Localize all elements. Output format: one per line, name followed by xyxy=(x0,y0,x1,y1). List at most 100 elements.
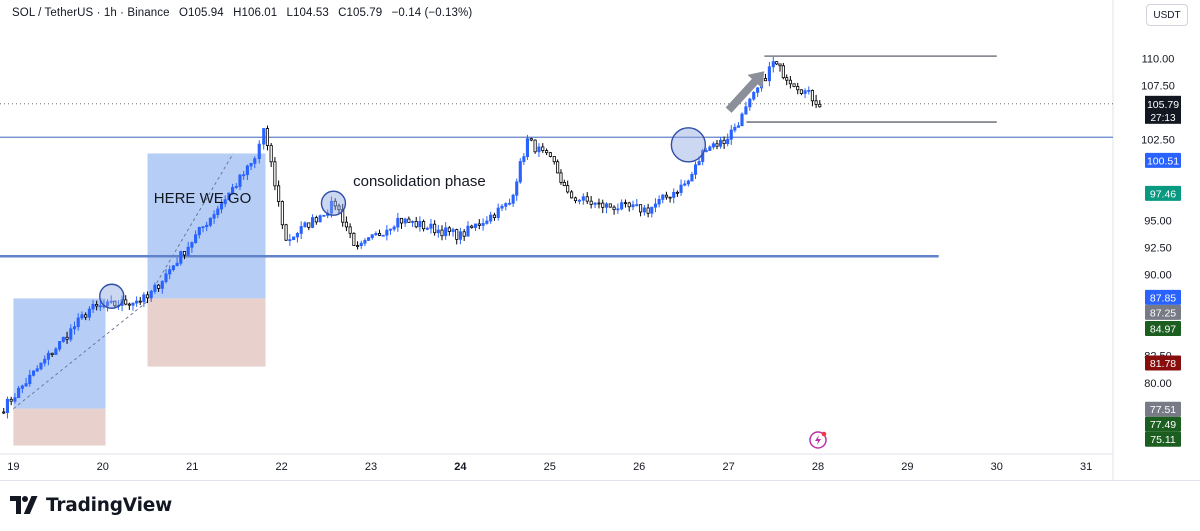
candle-body xyxy=(182,251,187,256)
candle-body xyxy=(31,370,36,376)
candle-body xyxy=(690,173,694,182)
time-tick-label: 21 xyxy=(186,461,198,473)
time-tick-label: 27 xyxy=(722,461,734,473)
candle-body xyxy=(142,294,146,303)
tradingview-logo-text: TradingView xyxy=(46,494,172,516)
candle-body xyxy=(733,126,737,131)
header-separator: · xyxy=(120,7,128,19)
candle-body xyxy=(28,374,32,385)
candle-body xyxy=(477,223,481,226)
candle-body xyxy=(711,143,715,148)
candle-body xyxy=(201,226,205,229)
candle-body xyxy=(623,202,627,205)
currency-button[interactable]: USDT xyxy=(1146,4,1188,26)
candle-body xyxy=(399,217,404,224)
candle-body xyxy=(767,66,771,82)
candle-body xyxy=(562,182,566,186)
current-price-tag xyxy=(1145,95,1181,124)
candle-body xyxy=(80,314,84,319)
candle-body xyxy=(504,203,508,207)
candle-body xyxy=(485,220,489,224)
candle-body xyxy=(722,139,726,145)
candle-body xyxy=(414,221,418,228)
candle-body xyxy=(72,326,77,330)
candle-body xyxy=(280,201,284,226)
candle-body xyxy=(5,398,10,413)
annotation-circle xyxy=(99,283,125,309)
time-tick-label: 23 xyxy=(365,461,377,473)
high-value: H106.01 xyxy=(233,7,278,19)
candle-body xyxy=(620,202,624,210)
chart-frame[interactable]: HERE WE GO consolidation phase 110.00 107.5… xyxy=(0,0,1200,481)
candle-body xyxy=(262,128,266,145)
candle-body xyxy=(559,172,563,183)
price-tick-label: 90.00 xyxy=(1144,270,1172,282)
candle-body xyxy=(548,152,552,157)
candle-body xyxy=(91,304,95,310)
price-tag-label: 84.97 xyxy=(1150,324,1176,336)
candle-body xyxy=(589,200,593,205)
time-tick-label: 26 xyxy=(633,461,645,473)
candle-body xyxy=(601,202,605,208)
candle-body xyxy=(69,328,73,340)
candle-body xyxy=(160,281,164,289)
price-tag-label: 97.46 xyxy=(1150,188,1176,200)
candle-body xyxy=(84,314,88,318)
candle-body xyxy=(54,348,58,355)
candle-body xyxy=(642,207,646,213)
candle-body xyxy=(348,226,352,234)
candle-body xyxy=(718,139,723,147)
tradingview-logo[interactable]: TradingView xyxy=(10,493,172,517)
candle-body xyxy=(363,240,367,244)
candle-body xyxy=(577,199,581,202)
time-tick-label: 30 xyxy=(991,461,1003,473)
candle-body xyxy=(436,229,440,234)
price-chart[interactable]: HERE WE GO consolidation phase 110.00 107.5… xyxy=(0,0,1200,480)
candle-body xyxy=(212,214,216,219)
candle-body xyxy=(20,385,24,389)
candle-body xyxy=(234,186,238,188)
candle-body xyxy=(444,227,448,237)
candle-body xyxy=(179,251,183,264)
candle-body xyxy=(593,202,597,205)
candle-body xyxy=(9,398,13,402)
candle-body xyxy=(13,397,17,402)
replay-lightning-icon[interactable] xyxy=(809,431,827,449)
candle-body xyxy=(39,362,43,370)
candle-body xyxy=(106,301,110,307)
candle-body xyxy=(462,231,466,237)
candle-body xyxy=(803,90,807,94)
price-tick-label: 80.00 xyxy=(1144,378,1172,390)
time-tick-label: 22 xyxy=(275,461,287,473)
long-position-stop-zone xyxy=(147,298,266,367)
time-tick-label: 29 xyxy=(901,461,913,473)
replay-icon-dot xyxy=(821,431,827,437)
candle-body xyxy=(635,204,639,207)
interval-label[interactable]: 1h xyxy=(103,7,117,19)
candle-body xyxy=(796,86,800,91)
candle-body xyxy=(612,206,616,211)
candle-body xyxy=(314,217,318,223)
candle-body xyxy=(541,146,545,151)
candle-body xyxy=(653,203,658,208)
candle-body xyxy=(171,265,175,271)
candle-body xyxy=(740,113,744,127)
candle-body xyxy=(58,341,62,350)
candle-body xyxy=(186,246,190,256)
candle-body xyxy=(407,218,411,223)
candle-body xyxy=(697,161,701,166)
annotation-circle xyxy=(320,190,347,216)
candle-body xyxy=(675,191,679,194)
price-tick-label: 92.50 xyxy=(1144,243,1172,255)
candle-body xyxy=(2,411,6,414)
price-tag-label: 77.49 xyxy=(1150,419,1176,431)
candle-body xyxy=(556,161,560,174)
change-value: −0.14 (−0.13%) xyxy=(391,7,473,19)
candle-body xyxy=(344,221,348,228)
candle-body xyxy=(627,202,631,208)
candle-body xyxy=(194,234,198,244)
candle-body xyxy=(451,229,455,232)
symbol-name[interactable]: SOL / TetherUS xyxy=(12,7,94,19)
candle-body xyxy=(410,221,415,223)
candle-body xyxy=(216,208,220,215)
